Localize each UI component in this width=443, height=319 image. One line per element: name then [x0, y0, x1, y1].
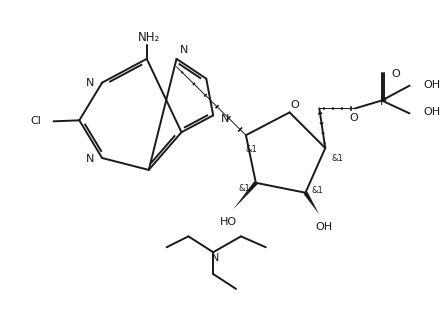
Text: O: O: [290, 100, 299, 110]
Text: &1: &1: [311, 186, 323, 195]
Text: O: O: [350, 113, 358, 123]
Text: N: N: [86, 154, 94, 164]
Text: N: N: [221, 114, 229, 124]
Text: N: N: [86, 78, 94, 88]
Text: &1: &1: [245, 145, 257, 153]
Text: OH: OH: [424, 80, 440, 90]
Text: &1: &1: [238, 184, 250, 193]
Text: OH: OH: [424, 108, 440, 117]
Text: Cl: Cl: [31, 116, 42, 126]
Polygon shape: [233, 182, 257, 210]
Text: N: N: [211, 253, 219, 263]
Text: N: N: [179, 45, 188, 55]
Text: P: P: [379, 98, 386, 108]
Text: O: O: [392, 69, 400, 79]
Text: HO: HO: [220, 218, 237, 227]
Polygon shape: [303, 191, 319, 215]
Text: OH: OH: [316, 222, 333, 233]
Text: NH₂: NH₂: [138, 31, 160, 43]
Text: &1: &1: [331, 153, 343, 162]
